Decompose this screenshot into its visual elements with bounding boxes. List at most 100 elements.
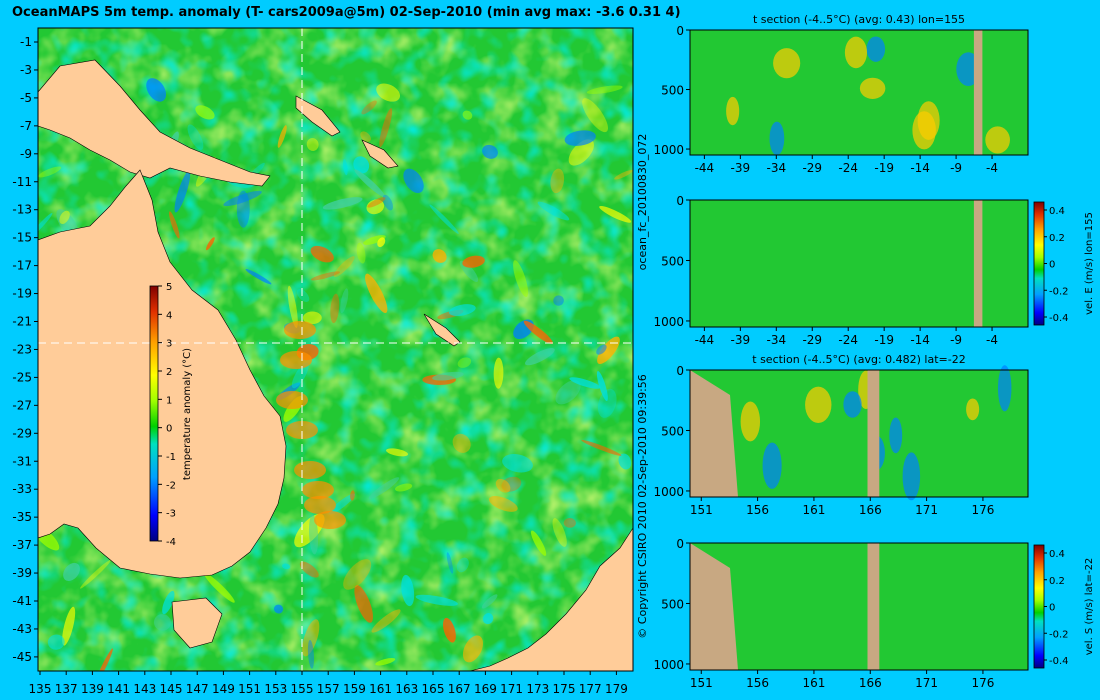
- colorbar-gradient: [149, 285, 159, 542]
- eddy: [462, 255, 485, 268]
- section-land-slope: [690, 370, 738, 497]
- warm-eddy: [294, 461, 326, 479]
- eddy: [599, 205, 632, 223]
- eddy: [203, 572, 235, 603]
- section-x-tick-label: -39: [731, 333, 751, 347]
- section-colorbar-tick-label: -0.2: [1049, 286, 1069, 297]
- section-x-tick-label: -14: [910, 161, 930, 175]
- colorbar-ticks: 5 4 3 2 1 0 -1 -2 -3 -4: [158, 282, 176, 548]
- eddy: [563, 518, 576, 528]
- colorbar-tick-label: 0: [166, 424, 172, 435]
- map-panel: OceanMAPS 5m temp. anomaly (T- cars2009a…: [12, 5, 681, 696]
- section-v-lat: 0 500 1000 151 156 161 166 171 176 0.4 0.2 0 -0.2 -0.…: [653, 537, 1095, 690]
- section-blob: [985, 126, 1010, 154]
- map-colorbar: 5 4 3 2 1 0 -1 -2 -3 -4 temperature anomaly (°C): [149, 282, 193, 548]
- eddy: [432, 249, 447, 263]
- eddy: [245, 269, 272, 285]
- section-x-tick-label: 161: [802, 676, 825, 690]
- eddy: [502, 454, 533, 473]
- section-x-tick-label: -4: [986, 161, 998, 175]
- section-blob: [966, 398, 980, 421]
- eddy: [195, 105, 215, 120]
- eddy: [291, 362, 309, 389]
- section-u-lon: 0 500 1000 -44 -39 -34 -29 -24 -19 -14 -9 -4 0.4 0.2 0…: [653, 194, 1095, 347]
- eddy: [415, 594, 459, 606]
- section-colorbar-tick-label: 0.4: [1049, 549, 1065, 560]
- lon-tick-label: 167: [448, 682, 471, 696]
- section-frame: [689, 542, 1029, 671]
- section-colorbar: [1033, 201, 1045, 326]
- eddy: [382, 194, 393, 211]
- lat-tick-label: -1: [20, 35, 32, 49]
- lon-tick-label: 145: [160, 682, 183, 696]
- eddy: [296, 289, 310, 302]
- lon-tick-label: 159: [343, 682, 366, 696]
- section-blob: [773, 48, 801, 79]
- eddy: [395, 483, 413, 492]
- eddy: [94, 648, 113, 671]
- lat-tick-label: -19: [12, 287, 32, 301]
- eddy: [282, 563, 291, 570]
- lat-tick-label: -5: [20, 91, 32, 105]
- eddy: [448, 304, 476, 317]
- eddy: [481, 594, 498, 609]
- eddy: [47, 634, 65, 650]
- section-blob: [843, 391, 862, 418]
- section-colorbar-tick-label: -0.4: [1049, 313, 1069, 324]
- section-x-tick-label: -24: [838, 333, 858, 347]
- section-panels: t section (-4..5°C) (avg: 0.43) lon=155 0…: [653, 13, 1095, 690]
- eddy: [493, 357, 504, 389]
- section-y-tick-label: 0: [676, 364, 684, 378]
- lat-tick-label: -25: [12, 370, 32, 384]
- eddy: [530, 530, 547, 556]
- eddy: [564, 130, 596, 146]
- section-y-tick-label: 0: [676, 537, 684, 551]
- eddy: [302, 619, 320, 657]
- section-colorbar-tick-label: -0.4: [1049, 656, 1069, 667]
- land-tasmania: [171, 597, 223, 649]
- eddy: [366, 199, 385, 215]
- eddy: [537, 201, 570, 221]
- eddy: [162, 590, 175, 615]
- section-title: t section (-4..5°C) (avg: 0.482) lat=-22: [752, 353, 965, 366]
- eddy: [273, 604, 284, 614]
- colorbar-tick-label: 4: [166, 310, 172, 321]
- colorbar-tick-label: 1: [166, 395, 172, 406]
- eddy: [328, 493, 356, 515]
- lon-tick-label: 165: [422, 682, 445, 696]
- eddy: [350, 490, 355, 501]
- lat-tick-label: -23: [12, 342, 32, 356]
- eddy: [597, 388, 617, 418]
- eddy: [343, 559, 372, 590]
- eddy: [553, 295, 564, 306]
- section-x-tick-label: 161: [802, 503, 825, 517]
- lat-tick-label: -33: [12, 482, 32, 496]
- section-colorbar-tick-label: -0.2: [1049, 629, 1069, 640]
- section-x-tick-label: 156: [746, 503, 769, 517]
- warm-eddy: [304, 496, 336, 514]
- warm-eddy: [276, 391, 308, 409]
- eddy: [403, 168, 424, 194]
- section-y-tick-label: 1000: [653, 658, 684, 672]
- eddy: [342, 159, 348, 176]
- lat-tick-label: -15: [12, 231, 32, 245]
- section-blob: [997, 365, 1012, 412]
- eddy: [367, 197, 386, 208]
- colorbar-label: temperature anomaly (°C): [182, 348, 193, 480]
- section-x-tick-label: -4: [986, 333, 998, 347]
- eddy: [446, 552, 454, 574]
- lat-tick-label: -41: [12, 594, 32, 608]
- section-x-tick-label: -19: [874, 333, 894, 347]
- lon-tick-label: 137: [55, 682, 78, 696]
- section-colorbar-tick-label: 0.2: [1049, 576, 1065, 587]
- section-colorbar-label: vel. E (m/s) lon=155: [1084, 212, 1095, 315]
- colorbar-tick-label: 3: [166, 339, 172, 350]
- eddy: [223, 190, 262, 207]
- lat-tick-label: -31: [12, 454, 32, 468]
- lat-tick-label: -45: [12, 650, 32, 664]
- eddy: [146, 78, 167, 102]
- warm-eddy: [314, 511, 346, 529]
- warm-eddy: [284, 321, 316, 339]
- eddy: [205, 237, 215, 251]
